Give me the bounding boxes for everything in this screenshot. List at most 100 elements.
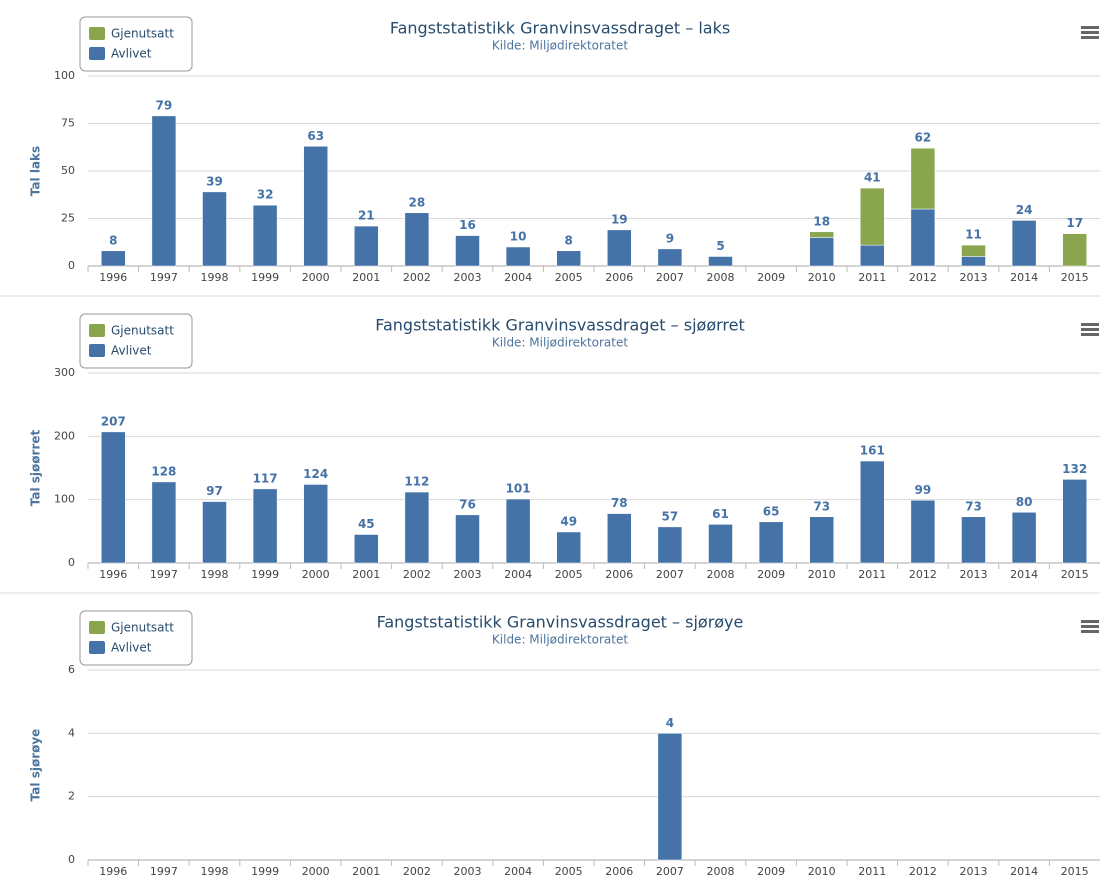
x-tick-label: 2000	[302, 568, 330, 581]
x-tick-label: 2009	[757, 568, 785, 581]
stack-total-label: 39	[206, 174, 223, 188]
x-tick-label: 1996	[99, 865, 127, 878]
bar-segment	[556, 531, 581, 564]
x-tick-label: 1999	[251, 568, 279, 581]
x-tick-label: 2001	[352, 271, 380, 284]
menu-icon-bar[interactable]	[1081, 328, 1099, 331]
stack-total-label: 99	[915, 483, 932, 497]
chart-subtitle: Kilde: Miljødirektoratet	[492, 633, 628, 647]
y-tick-label: 4	[68, 726, 75, 739]
bar-segment	[202, 501, 227, 564]
x-tick-label: 2006	[605, 568, 633, 581]
stack-total-label: 73	[965, 499, 982, 513]
legend-label: Avlivet	[111, 47, 152, 61]
y-tick-label: 0	[68, 259, 75, 272]
legend-swatch	[89, 344, 105, 357]
bar-segment	[505, 498, 531, 564]
x-tick-label: 2007	[656, 865, 684, 878]
x-tick-label: 2011	[858, 271, 886, 284]
y-tick-label: 25	[61, 212, 75, 225]
menu-icon-bar[interactable]	[1081, 630, 1099, 633]
bar-segment	[556, 250, 581, 267]
x-tick-label: 1998	[201, 568, 229, 581]
x-tick-label: 2001	[352, 568, 380, 581]
y-axis-label: Tal laks	[29, 146, 43, 196]
legend-label: Gjenutsatt	[111, 621, 174, 635]
bar-segment	[961, 256, 986, 267]
stack-total-label: 161	[860, 444, 885, 458]
y-tick-label: 6	[68, 663, 75, 676]
y-tick-label: 50	[61, 164, 75, 177]
y-tick-label: 0	[68, 853, 75, 866]
x-tick-label: 2001	[352, 865, 380, 878]
x-tick-label: 2010	[808, 865, 836, 878]
stack-total-label: 11	[965, 228, 982, 242]
bar-segment	[101, 250, 126, 267]
x-tick-label: 2008	[707, 568, 735, 581]
x-tick-label: 1997	[150, 865, 178, 878]
x-tick-label: 1998	[201, 271, 229, 284]
bar-segment	[910, 208, 936, 267]
x-tick-label: 2007	[656, 568, 684, 581]
stack-total-label: 117	[253, 471, 278, 485]
x-tick-label: 2007	[656, 271, 684, 284]
menu-icon-bar[interactable]	[1081, 620, 1099, 623]
x-tick-label: 2004	[504, 271, 532, 284]
y-axis-label: Tal sjøørret	[29, 429, 43, 506]
stack-total-label: 32	[257, 188, 274, 202]
stack-total-label: 79	[156, 98, 173, 112]
chart-title: Fangststatistikk Granvinsvassdraget – la…	[390, 19, 730, 38]
stack-total-label: 207	[101, 414, 126, 428]
stack-total-label: 63	[307, 129, 324, 143]
stack-total-label: 132	[1062, 462, 1087, 476]
stack-total-label: 97	[206, 484, 223, 498]
stack-total-label: 62	[915, 131, 932, 145]
stack-total-label: 19	[611, 212, 628, 226]
bar-segment	[809, 237, 834, 267]
x-tick-label: 2006	[605, 271, 633, 284]
bar-segment	[404, 491, 430, 564]
x-tick-label: 2005	[555, 271, 583, 284]
bar-segment	[809, 516, 834, 564]
menu-icon-bar[interactable]	[1081, 625, 1099, 628]
x-tick-label: 2013	[960, 865, 988, 878]
menu-icon-bar[interactable]	[1081, 323, 1099, 326]
bar-segment	[455, 235, 480, 267]
y-tick-label: 75	[61, 117, 75, 130]
menu-icon-bar[interactable]	[1081, 31, 1099, 34]
x-tick-label: 2011	[858, 568, 886, 581]
y-tick-label: 100	[54, 69, 75, 82]
y-tick-label: 200	[54, 429, 75, 442]
bar-segment	[455, 514, 480, 564]
legend-swatch	[89, 641, 105, 654]
stack-total-label: 61	[712, 507, 729, 521]
x-tick-label: 2012	[909, 271, 937, 284]
bar-segment	[708, 256, 733, 267]
legend-swatch	[89, 621, 105, 634]
x-tick-label: 2000	[302, 271, 330, 284]
legend-swatch	[89, 47, 105, 60]
legend-box	[79, 16, 193, 72]
stack-total-label: 21	[358, 209, 375, 223]
chart-title: Fangststatistikk Granvinsvassdraget – sj…	[375, 316, 745, 335]
bar-segment	[607, 513, 632, 564]
stack-total-label: 10	[510, 230, 527, 244]
menu-icon-bar[interactable]	[1081, 333, 1099, 336]
stack-total-label: 80	[1016, 495, 1033, 509]
bar-segment	[758, 521, 784, 564]
x-tick-label: 2009	[757, 271, 785, 284]
legend-box	[79, 313, 193, 369]
legend-swatch	[89, 324, 105, 337]
y-axis-label: Tal sjørøye	[29, 729, 43, 802]
stack-total-label: 78	[611, 496, 628, 510]
x-tick-label: 2013	[960, 271, 988, 284]
bar-segment	[860, 460, 885, 564]
legend-swatch	[89, 27, 105, 40]
y-tick-label: 300	[54, 366, 75, 379]
x-tick-label: 2014	[1010, 865, 1038, 878]
menu-icon-bar[interactable]	[1081, 26, 1099, 29]
y-tick-label: 2	[68, 790, 75, 803]
chart-title: Fangststatistikk Granvinsvassdraget – sj…	[377, 613, 744, 632]
menu-icon-bar[interactable]	[1081, 36, 1099, 39]
